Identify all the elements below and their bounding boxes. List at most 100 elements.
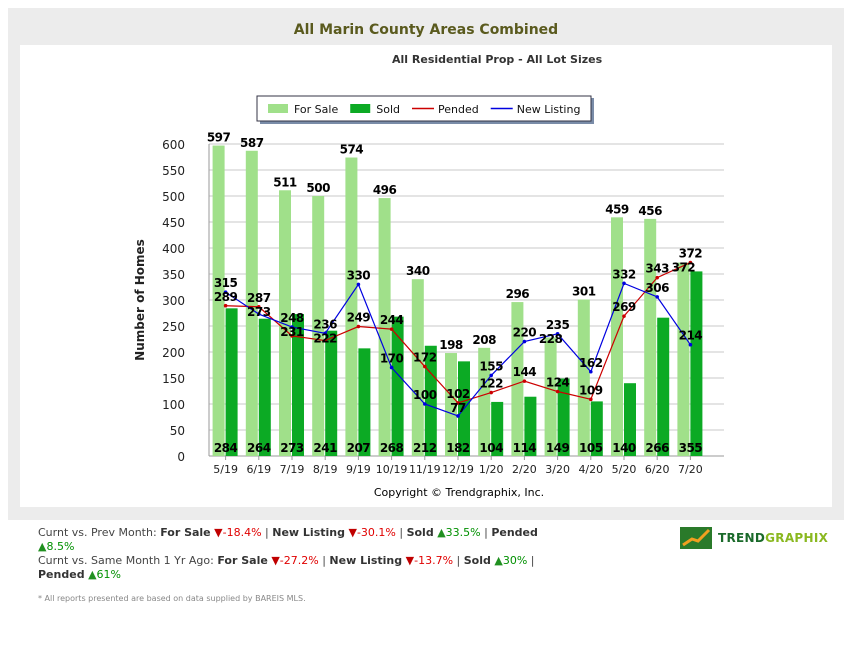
point-pended xyxy=(356,324,361,329)
footer: Curnt vs. Prev Month: For Sale ▼-18.4% |… xyxy=(38,526,598,604)
y-tick-label: 0 xyxy=(177,450,185,464)
point-new-listing xyxy=(323,331,328,336)
bar-sold xyxy=(391,316,404,456)
point-new-listing xyxy=(423,402,427,406)
point-pended xyxy=(555,389,560,394)
bar-sold xyxy=(690,271,703,456)
copyright: Copyright © Trendgraphix, Inc. xyxy=(374,486,544,499)
pended-change: 61% xyxy=(96,568,121,581)
data-label-pended: 249 xyxy=(347,311,371,325)
point-pended xyxy=(323,338,328,343)
point-new-listing xyxy=(456,414,460,418)
stats-label: Curnt vs. Prev Month: xyxy=(38,526,157,539)
data-label-for-sale: 459 xyxy=(605,202,629,216)
down-arrow-icon: ▼ xyxy=(405,554,415,567)
data-label-pended: 144 xyxy=(513,365,537,379)
legend-label: Sold xyxy=(376,103,400,116)
y-tick-label: 100 xyxy=(162,398,185,412)
new-listing-change: -13.7% xyxy=(414,554,454,567)
data-label-pended: 102 xyxy=(446,387,470,401)
y-tick-label: 250 xyxy=(162,320,185,334)
y-tick-label: 350 xyxy=(162,268,185,282)
data-label-new-listing: 214 xyxy=(679,329,703,343)
x-tick-label: 11/19 xyxy=(409,463,441,476)
y-axis-title: Number of Homes xyxy=(133,239,147,361)
up-arrow-icon: ▲ xyxy=(494,554,503,567)
bar-sold xyxy=(624,383,636,456)
data-label-sold: 284 xyxy=(214,441,238,455)
point-new-listing xyxy=(257,312,261,316)
point-new-listing xyxy=(522,339,527,344)
data-label-new-listing: 162 xyxy=(579,356,603,370)
data-label-sold: 264 xyxy=(247,441,271,455)
point-pended xyxy=(688,260,693,265)
data-label-for-sale: 198 xyxy=(439,338,463,352)
y-tick-label: 400 xyxy=(162,242,185,256)
legend-label: New Listing xyxy=(517,103,581,116)
data-label-pended: 372 xyxy=(679,247,703,261)
sold-label: Sold xyxy=(406,526,434,539)
data-label-pended: 287 xyxy=(247,291,271,305)
data-label-sold: 104 xyxy=(479,441,503,455)
point-pended xyxy=(622,314,626,318)
x-tick-label: 5/19 xyxy=(213,463,238,476)
x-tick-label: 2/20 xyxy=(512,463,537,476)
point-pended xyxy=(290,334,294,338)
bar-for-sale xyxy=(478,347,491,456)
data-label-pended: 231 xyxy=(280,325,304,339)
point-pended xyxy=(223,303,228,308)
point-new-listing xyxy=(688,342,693,347)
point-new-listing xyxy=(622,281,626,286)
data-label-for-sale: 228 xyxy=(539,332,563,346)
bar-sold xyxy=(325,330,338,456)
bar-sold xyxy=(225,308,238,456)
data-label-sold: 268 xyxy=(380,441,404,455)
data-label-new-listing: 100 xyxy=(413,388,437,402)
data-label-new-listing: 170 xyxy=(380,352,404,366)
point-new-listing xyxy=(655,295,659,299)
stats-prev-month: Curnt vs. Prev Month: For Sale ▼-18.4% |… xyxy=(38,526,538,553)
data-label-pended: 172 xyxy=(413,351,437,365)
x-tick-label: 9/19 xyxy=(346,463,371,476)
bar-for-sale xyxy=(212,145,225,456)
data-label-sold: 182 xyxy=(446,441,470,455)
data-label-new-listing: 273 xyxy=(247,305,271,319)
logo-text: TRENDGRAPHIX xyxy=(718,531,828,545)
bar-for-sale xyxy=(577,299,590,456)
point-new-listing xyxy=(589,369,593,374)
data-label-for-sale: 511 xyxy=(273,175,297,189)
logo-text-graphix: GRAPHIX xyxy=(765,531,829,545)
x-tick-label: 5/20 xyxy=(612,463,637,476)
y-tick-label: 200 xyxy=(162,346,185,360)
point-new-listing xyxy=(290,325,294,329)
trendgraphix-logo: TRENDGRAPHIX xyxy=(680,527,828,549)
chart-subtitle: All Residential Prop - All Lot Sizes xyxy=(392,53,603,66)
stats-label: Curnt vs. Same Month 1 Yr Ago: xyxy=(38,554,214,567)
logo-chart-icon xyxy=(680,527,712,549)
y-tick-label: 450 xyxy=(162,216,185,230)
data-label-new-listing: 315 xyxy=(214,276,238,290)
up-arrow-icon: ▲ xyxy=(437,526,446,539)
x-tick-label: 6/19 xyxy=(246,463,271,476)
point-pended xyxy=(655,275,659,280)
data-source-note: * All reports presented are based on dat… xyxy=(38,594,306,603)
stats-year-ago: Curnt vs. Same Month 1 Yr Ago: For Sale … xyxy=(38,554,535,581)
data-label-pended: 244 xyxy=(380,313,404,327)
x-tick-label: 10/19 xyxy=(376,463,408,476)
data-label-sold: 273 xyxy=(280,441,304,455)
data-label-sold: 207 xyxy=(347,441,371,455)
y-tick-label: 150 xyxy=(162,372,185,386)
data-label-sold: 140 xyxy=(612,441,636,455)
x-tick-label: 12/19 xyxy=(442,463,474,476)
data-label-sold: 114 xyxy=(513,441,537,455)
chart-title: All Marin County Areas Combined xyxy=(293,22,559,38)
for-sale-label: For Sale xyxy=(160,526,211,539)
y-tick-label: 500 xyxy=(162,190,185,204)
bar-sold xyxy=(358,348,371,456)
new-listing-label: New Listing xyxy=(272,526,345,539)
pended-label: Pended xyxy=(491,526,538,539)
data-label-for-sale: 587 xyxy=(240,136,264,150)
down-arrow-icon: ▼ xyxy=(214,526,223,539)
bar-for-sale xyxy=(279,190,291,456)
down-arrow-icon: ▼ xyxy=(348,526,357,539)
